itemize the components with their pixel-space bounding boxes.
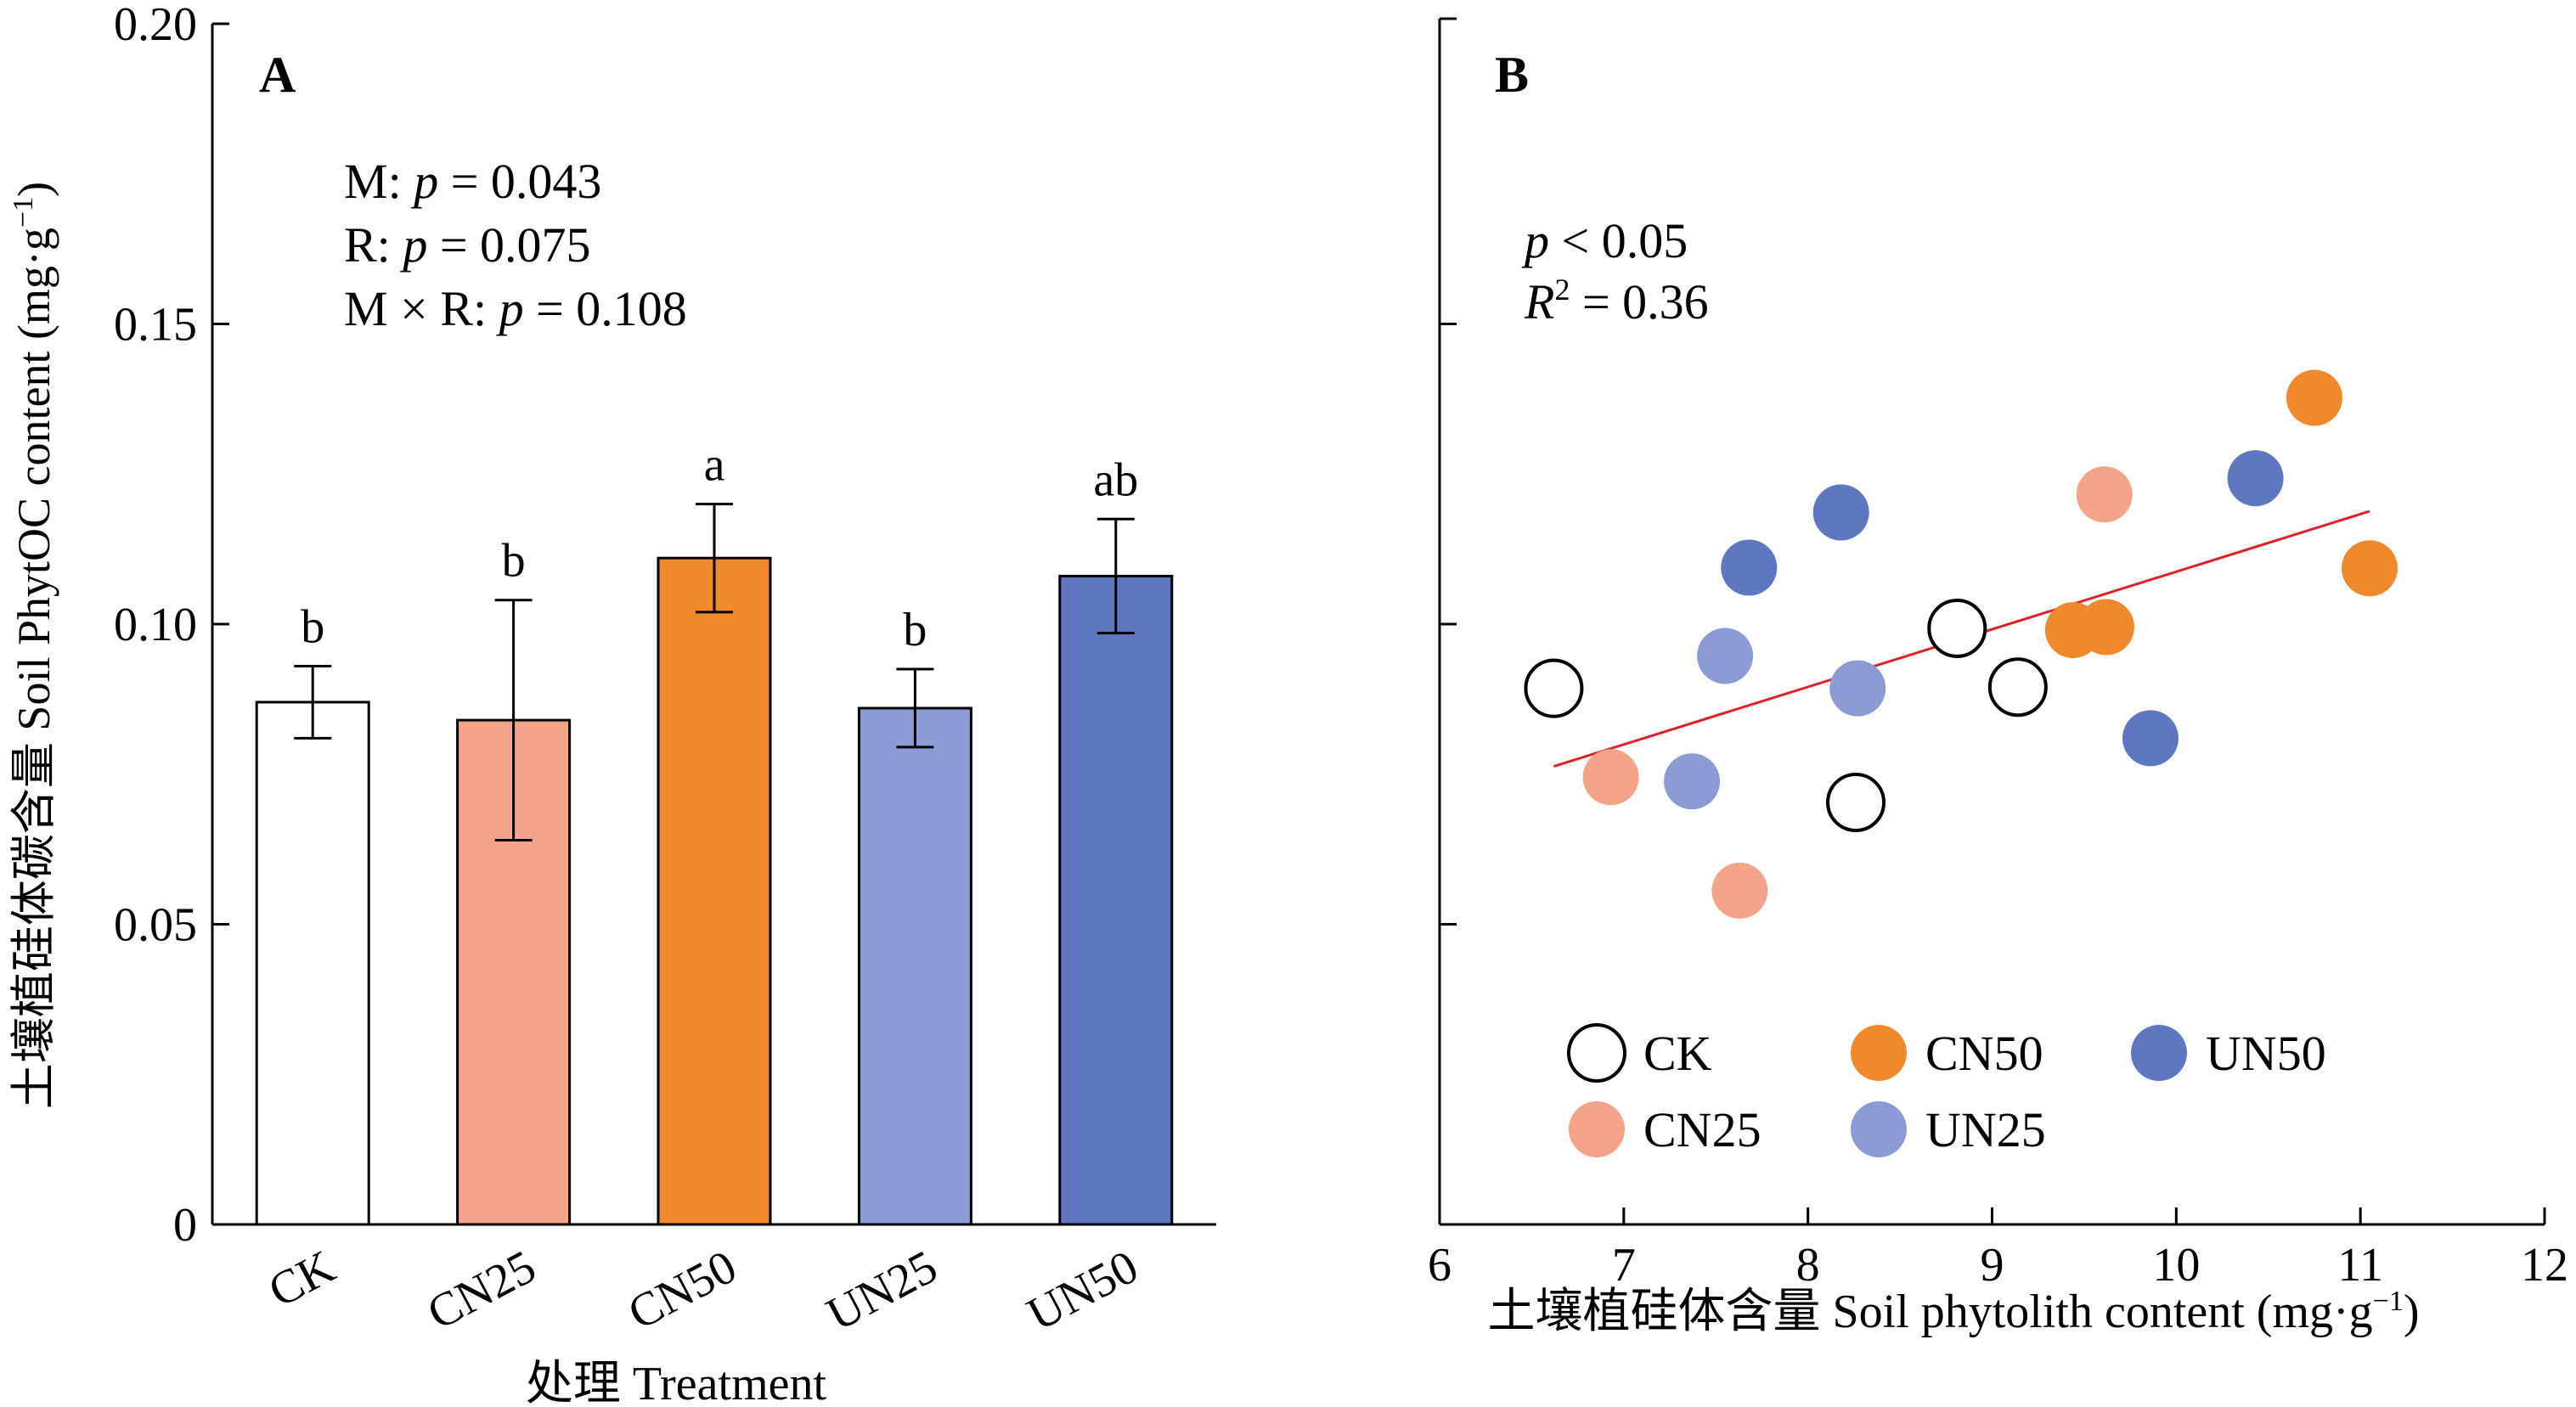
point-un50 — [2122, 710, 2179, 767]
category-label: UN25 — [819, 1241, 946, 1342]
point-cn25 — [1582, 749, 1639, 806]
panel-a-stat-line: M × R: p = 0.108 — [344, 281, 687, 336]
panel-b-legend: CK CN50 UN50 CN25 UN25 — [1567, 1023, 2326, 1157]
significance-letter: b — [903, 604, 927, 656]
point-cn50 — [2286, 369, 2342, 426]
panel-b-x-tick-label: 12 — [2521, 1239, 2568, 1292]
panel-a-bars: b CK b CN25 a CN50 b UN25 ab UN50 — [255, 439, 1174, 1342]
panel-b-x-axis-label: 土壤植硅体含量 Soil phytolith content (mg·g−1) — [1487, 1286, 2419, 1338]
panel-b-x-tick-label: 10 — [2152, 1239, 2200, 1292]
panel-b-x-tick-label: 9 — [1981, 1239, 2004, 1292]
legend-marker-un50 — [2131, 1025, 2187, 1081]
significance-letter: b — [502, 535, 526, 588]
point-un50 — [1812, 484, 1869, 541]
panel-a-stat-line: M: p = 0.043 — [344, 154, 601, 209]
legend-label-cn50: CN50 — [1925, 1026, 2043, 1081]
significance-letter: b — [301, 600, 324, 653]
bar-cn50 — [657, 556, 772, 1226]
point-ck — [1987, 657, 2048, 718]
panel-b-p-value: p < 0.05 — [1521, 213, 1688, 268]
point-ck — [1826, 772, 1886, 832]
category-label: UN50 — [1019, 1241, 1147, 1342]
panel-b-x-tick-label: 8 — [1796, 1239, 1820, 1292]
legend-marker-ck — [1567, 1023, 1626, 1083]
panel-a-x-axis-label: 处理 Treatment — [526, 1358, 827, 1407]
point-cn50 — [2077, 599, 2134, 656]
panel-a-stat-line: R: p = 0.075 — [344, 217, 591, 273]
panel-a-label: A — [259, 47, 296, 103]
legend-marker-un25 — [1851, 1101, 1907, 1157]
point-un50 — [2227, 450, 2284, 507]
point-ck — [1524, 658, 1584, 718]
panel-a-y-tick-label: 0 — [173, 1199, 197, 1252]
panel-a-y-tick-label: 0.05 — [114, 899, 197, 952]
panel-b-axes: 6 7 8 9 10 11 12 — [1428, 17, 2568, 1292]
significance-letter: a — [704, 439, 725, 492]
significance-letter: ab — [1093, 453, 1138, 506]
point-cn25 — [1711, 862, 1768, 919]
panel-b: B 6 7 8 9 10 11 12 p < 0.05 R2 = 0.36 CK CN50 UN… — [1428, 17, 2568, 1338]
panel-b-r-squared: R2 = 0.36 — [1524, 273, 1709, 329]
bar-ck — [255, 701, 370, 1226]
legend-marker-cn50 — [1851, 1025, 1907, 1081]
bar-un25 — [857, 706, 972, 1226]
panel-a-stats: M: p = 0.043 R: p = 0.075 M × R: p = 0.108 — [344, 154, 687, 336]
point-un25 — [1829, 660, 1886, 717]
point-cn50 — [2342, 540, 2398, 597]
legend-marker-cn25 — [1569, 1101, 1625, 1157]
panel-a-y-tick-label: 0.10 — [114, 599, 197, 651]
point-un25 — [1697, 628, 1754, 684]
panel-a-y-tick-label: 0.15 — [114, 299, 197, 352]
point-ck — [1927, 598, 1987, 658]
point-cn25 — [2076, 466, 2133, 523]
panel-a-y-axis-label: 土壤植硅体碳含量 Soil PhytOC content (mg·g−1) — [8, 182, 59, 1109]
category-label: CK — [261, 1241, 344, 1318]
legend-label-un50: UN50 — [2206, 1026, 2326, 1081]
panel-b-points — [1524, 369, 2398, 919]
legend-label-un25: UN25 — [1925, 1102, 2046, 1157]
legend-label-ck: CK — [1643, 1026, 1712, 1081]
panel-b-stats: p < 0.05 R2 = 0.36 — [1521, 213, 1709, 329]
panel-a-y-tick-label: 0.20 — [114, 0, 197, 51]
point-un50 — [1721, 539, 1778, 596]
panel-a-axes: 0 0.05 0.10 0.15 0.20 — [114, 0, 1216, 1252]
category-label: CN50 — [620, 1241, 745, 1341]
panel-b-x-tick-label: 11 — [2337, 1239, 2383, 1292]
point-un25 — [1664, 753, 1721, 810]
category-label: CN25 — [419, 1241, 544, 1341]
panel-b-x-tick-label: 7 — [1612, 1239, 1636, 1292]
panel-b-x-tick-label: 6 — [1428, 1239, 1451, 1292]
bar-un50 — [1058, 574, 1174, 1226]
panel-b-label: B — [1495, 47, 1529, 103]
panel-a: A 0 0.05 0.10 0.15 0.20 b CK b CN25 a CN50 b UN25 ab… — [8, 0, 1216, 1407]
legend-label-cn25: CN25 — [1643, 1102, 1761, 1157]
